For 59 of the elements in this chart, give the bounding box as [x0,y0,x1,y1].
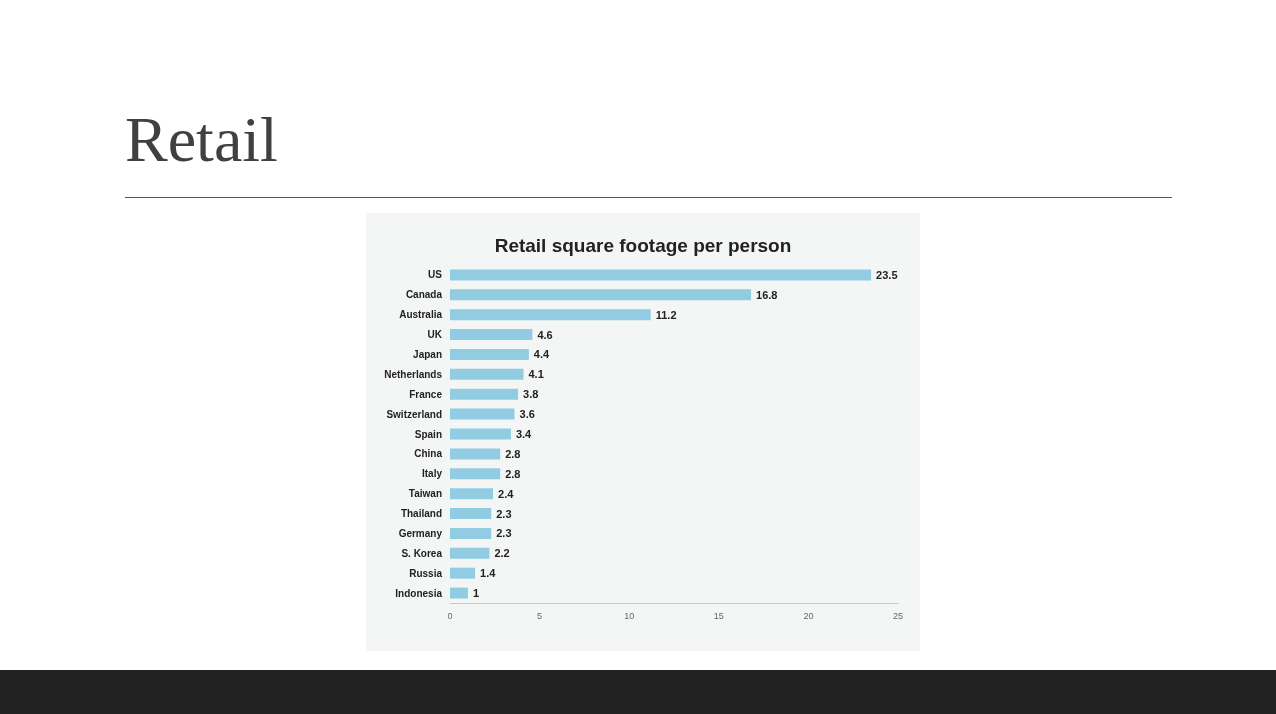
y-tick-label: Japan [413,348,442,360]
data-label: 1.4 [480,567,497,580]
bar [450,348,529,360]
bar [450,408,515,420]
y-tick-label: Indonesia [395,587,443,599]
x-tick-label: 0 [447,610,453,621]
data-label: 3.4 [515,428,533,440]
y-tick-label: Russia [409,567,443,579]
data-label: 2.8 [505,467,521,480]
y-tick-label: UK [427,329,443,341]
bar [450,309,651,321]
chart-subtitle: Retail square footage per person [494,235,792,256]
y-tick-label: S. Korea [401,547,443,559]
data-label: 2.8 [505,447,521,460]
y-tick-label: France [409,388,443,400]
y-tick-label: US [428,269,443,281]
bar [450,508,492,520]
bar [450,547,490,559]
y-tick-label: Spain [414,428,442,440]
data-label: 3.8 [523,388,539,401]
data-label: 4.1 [528,368,544,381]
y-tick-label: Italy [421,468,443,480]
bar [450,428,511,440]
bar [450,368,524,380]
data-label: 2.4 [498,487,515,500]
data-label: 4.4 [533,348,551,361]
y-tick-label: Germany [398,527,443,539]
x-tick-label: 25 [892,610,904,621]
y-tick-label: Switzerland [386,408,442,420]
data-label: 2.2 [494,547,510,560]
x-tick-label: 5 [537,610,543,621]
data-label: 4.6 [537,328,553,341]
y-tick-label: China [414,448,443,460]
y-tick-label: Netherlands [384,368,443,380]
bar [450,448,501,460]
bar [450,527,492,539]
data-label: 16.8 [756,288,778,301]
data-label: 2.3 [496,507,512,520]
y-tick-label: Thailand [400,508,442,520]
bar [450,567,476,579]
data-label: 3.6 [519,408,535,421]
data-label: 2.3 [496,527,512,540]
y-tick-label: Australia [399,309,443,321]
data-label: 1 [472,587,480,600]
bar [450,329,533,341]
bar [450,289,752,301]
data-label: 11.2 [655,308,677,321]
bar [450,468,501,480]
bar [450,488,494,500]
y-tick-label: Taiwan [408,488,442,500]
chart-title: Retail [125,103,278,177]
bar [450,388,519,400]
bar [450,269,872,281]
data-label: 23.5 [876,268,898,281]
x-tick-label: 20 [803,610,814,621]
y-tick-label: Canada [405,289,443,301]
bar [450,587,468,599]
x-tick-label: 15 [713,610,724,621]
x-tick-label: 10 [624,610,635,621]
